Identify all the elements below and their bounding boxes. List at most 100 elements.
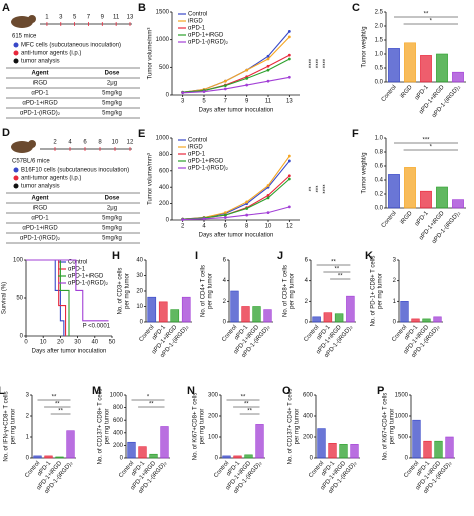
x-tick-label: 13 — [286, 99, 293, 105]
y-axis-label: No. of CD3+ cells — [118, 268, 124, 315]
bar — [346, 295, 355, 323]
point — [245, 68, 249, 72]
point — [266, 196, 270, 200]
point — [287, 53, 291, 57]
point — [245, 207, 249, 210]
table-cell: Dose — [105, 196, 120, 202]
y-tick-label: 1000 — [156, 136, 170, 142]
y-tick-label: 600 — [113, 418, 124, 424]
x-tick-label: 3 — [181, 99, 185, 105]
y-tick-label: 0 — [223, 320, 227, 326]
point — [223, 79, 227, 83]
y-tick-label: 200 — [159, 201, 170, 207]
bar — [149, 453, 158, 459]
table-cell: iRGD — [33, 206, 48, 212]
y-axis-label: per mg tumor — [208, 273, 214, 309]
bar — [33, 455, 42, 459]
y-axis-label: No. of IFN-γ+CD8+ T cells — [4, 391, 10, 461]
bar — [404, 167, 416, 209]
bar — [436, 53, 448, 83]
legend-dot — [13, 42, 19, 48]
bar — [147, 296, 157, 323]
y-tick-label: 300 — [208, 393, 219, 399]
bar — [158, 301, 168, 323]
bar — [127, 441, 136, 459]
table-cell: αPD-1-(iRGD)₂ — [20, 236, 61, 242]
y-tick-label: 30 — [136, 273, 143, 279]
y-tick-label: 10 — [136, 304, 143, 310]
x-tick-label: 12 — [286, 224, 293, 230]
y-tick-label: 0.2 — [375, 192, 384, 198]
legend-text: B16F10 cells (subcutaneous inoculation) — [21, 168, 129, 174]
table-cell: 5mg/kg — [102, 226, 122, 232]
y-tick-label: 0 — [215, 456, 219, 462]
x-tick-label: αPD-1 — [414, 210, 430, 227]
day-label: 7 — [87, 15, 91, 21]
table-cell: αPD-1+iRGD — [22, 101, 58, 107]
x-tick-label: Control — [138, 324, 155, 343]
bar — [452, 71, 464, 83]
y-tick-label: 500 — [159, 65, 170, 71]
significance: *** — [311, 185, 317, 193]
x-tick-label: 11 — [265, 99, 272, 105]
x-axis-label: Days after tumor inoculation — [199, 108, 274, 114]
panel-letter: E — [138, 128, 145, 140]
legend-dot — [13, 175, 19, 181]
significance: **** — [304, 59, 310, 69]
x-tick-label: 30 — [74, 340, 81, 346]
table-cell: Agent — [32, 71, 49, 77]
legend-dot — [13, 183, 19, 189]
y-tick-label: 0 — [166, 218, 170, 224]
legend-dot — [13, 167, 19, 173]
panel-letter: M — [92, 385, 101, 397]
significance: **** — [311, 59, 317, 69]
legend-text: tumor analysis — [21, 184, 60, 190]
bar — [411, 318, 420, 323]
series-line — [182, 206, 290, 221]
table-cell: Dose — [105, 71, 120, 77]
point — [266, 68, 270, 72]
y-axis-label: No. of CD137+ CD4+ T cells — [288, 389, 294, 465]
panel-letter: A — [2, 2, 10, 14]
point — [266, 194, 270, 197]
day-label: 9 — [101, 15, 105, 21]
table-cell: 2μg — [107, 81, 117, 87]
y-axis-label: Survival (%) — [2, 282, 8, 314]
y-tick-label: 1000 — [110, 393, 124, 399]
y-tick-label: 0 — [166, 93, 170, 99]
mouse-body — [11, 16, 33, 28]
legend-label: αPD-1+iRGD — [68, 274, 104, 280]
bar — [312, 316, 321, 323]
y-axis-label: No. of Ki67+CD4+ T cells — [383, 393, 389, 460]
series-line — [182, 58, 290, 93]
table-cell: 5mg/kg — [102, 91, 122, 97]
table-cell: iRGD — [33, 81, 48, 87]
significance: * — [147, 395, 150, 401]
mouse-head — [28, 15, 36, 23]
day-label: 5 — [73, 15, 77, 21]
series-line — [26, 259, 109, 322]
significance: ** — [241, 395, 246, 401]
significance: ** — [247, 409, 252, 415]
legend-label: αPD-1 — [188, 26, 206, 32]
y-tick-label: 800 — [113, 405, 124, 411]
point — [287, 159, 291, 163]
bar — [433, 316, 442, 323]
table-cell: αPD-1+iRGD — [22, 226, 58, 232]
bar — [170, 309, 180, 323]
panel-letter: D — [2, 127, 10, 139]
panel-letter: B — [138, 2, 146, 14]
legend-label: iRGD — [188, 19, 203, 25]
day-label: 10 — [112, 140, 119, 146]
series-line — [182, 175, 290, 220]
table-cell: 5mg/kg — [102, 101, 122, 107]
y-tick-label: 0.0 — [375, 206, 384, 212]
y-tick-label: 100 — [13, 258, 24, 264]
y-tick-label: 0 — [393, 320, 397, 326]
bar — [138, 446, 147, 459]
table-cell: 2μg — [107, 206, 117, 212]
y-tick-label: 3 — [393, 258, 397, 264]
x-tick-label: 10 — [40, 340, 47, 346]
bar — [388, 174, 400, 209]
day-label: 1 — [45, 15, 49, 21]
